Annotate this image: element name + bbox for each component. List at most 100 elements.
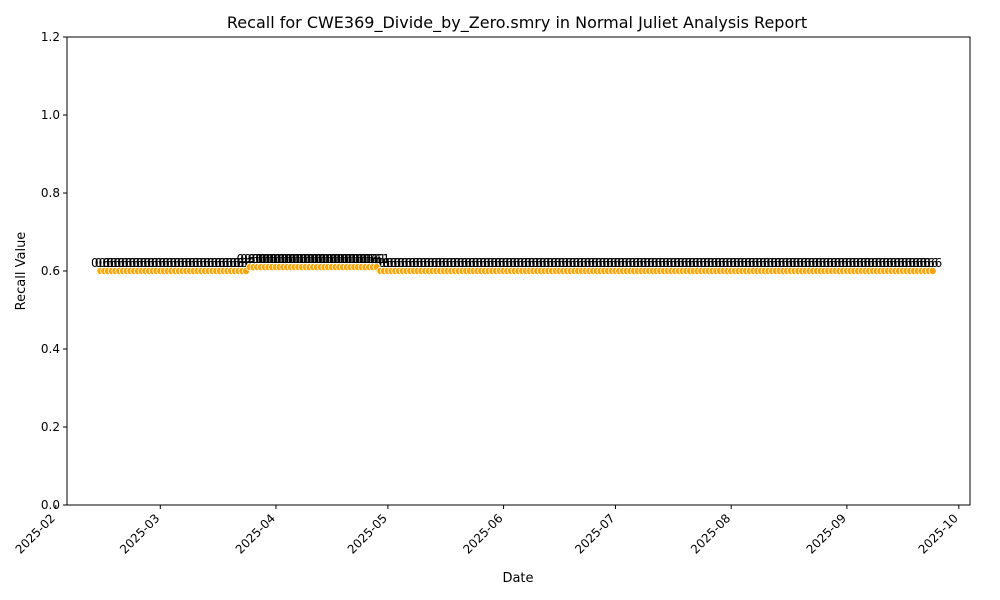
data-label: 0.6: [434, 256, 453, 270]
data-label: 0.6: [796, 256, 815, 270]
data-label: 0.61: [263, 252, 290, 266]
data-label: 0.61: [326, 252, 353, 266]
data-label: 0.6: [710, 256, 729, 270]
data-label: 0.61: [266, 252, 293, 266]
data-label: 0.6: [460, 256, 479, 270]
data-label: 0.6: [759, 256, 778, 270]
data-label: 0.6: [173, 256, 192, 270]
data-label: 0.6: [774, 256, 793, 270]
data-label: 0.6: [136, 256, 155, 270]
data-label: 0.6: [166, 256, 185, 270]
x-tick-label: 2025-07: [572, 511, 617, 556]
x-tick-label: 2025-05: [345, 511, 390, 556]
data-label: 0.6: [181, 256, 200, 270]
data-label: 0.6: [904, 256, 923, 270]
data-label: 0.6: [599, 256, 618, 270]
data-label: 0.6: [151, 256, 170, 270]
data-label: 0.61: [307, 252, 334, 266]
data-label: 0.6: [483, 256, 502, 270]
data-label: 0.6: [501, 256, 520, 270]
data-label: 0.6: [673, 256, 692, 270]
data-label: 0.6: [621, 256, 640, 270]
data-label: 0.6: [856, 256, 875, 270]
data-label: 0.61: [348, 252, 375, 266]
data-label: 0.6: [121, 256, 140, 270]
data-label: 0.6: [543, 256, 562, 270]
data-label: 0.6: [800, 256, 819, 270]
x-axis-label: Date: [502, 571, 533, 586]
data-label: 0.6: [587, 256, 606, 270]
x-tick-label: 2025-06: [460, 511, 505, 556]
data-label: 0.6: [113, 256, 132, 270]
data-label: 0.6: [106, 256, 125, 270]
data-label: 0.6: [584, 256, 603, 270]
y-tick-label: 0.0: [41, 498, 60, 512]
data-label: 0.6: [707, 256, 726, 270]
data-label: 0.6: [893, 256, 912, 270]
data-label: 0.6: [550, 256, 569, 270]
data-label: 0.6: [737, 256, 756, 270]
data-label: 0.6: [822, 256, 841, 270]
data-label: 0.6: [475, 256, 494, 270]
data-label: 0.6: [643, 256, 662, 270]
data-label: 0.61: [356, 252, 383, 266]
data-label: 0.6: [154, 256, 173, 270]
data-label: 0.6: [580, 256, 599, 270]
data-label: 0.6: [513, 256, 532, 270]
data-label: 0.6: [446, 256, 465, 270]
data-label: 0.61: [363, 252, 390, 266]
data-label: 0.6: [871, 256, 890, 270]
data-label: 0.6: [654, 256, 673, 270]
data-label: 0.6: [125, 256, 144, 270]
data-label: 0.6: [203, 256, 222, 270]
data-label: 0.6: [606, 256, 625, 270]
data-label: 0.6: [222, 256, 241, 270]
data-label: 0.6: [140, 256, 159, 270]
data-label: 0.6: [897, 256, 916, 270]
data-label: 0.61: [289, 252, 316, 266]
data-label: 0.6: [143, 256, 162, 270]
data-label: 0.6: [595, 256, 614, 270]
data-label: 0.6: [860, 256, 879, 270]
data-label: 0.6: [669, 256, 688, 270]
data-label: 0.6: [196, 256, 215, 270]
data-label: 0.6: [453, 256, 472, 270]
y-tick-label: 0.8: [41, 186, 60, 200]
data-label: 0.6: [890, 256, 909, 270]
data-label: 0.6: [729, 256, 748, 270]
data-label: 0.6: [755, 256, 774, 270]
data-label: 0.6: [505, 256, 524, 270]
data-label: 0.6: [404, 256, 423, 270]
data-label: 0.6: [834, 256, 853, 270]
data-label: 0.61: [333, 252, 360, 266]
data-label: 0.61: [251, 252, 278, 266]
data-label: 0.6: [162, 256, 181, 270]
data-label: 0.61: [304, 252, 331, 266]
data-label: 0.6: [740, 256, 759, 270]
data-label: 0.6: [210, 256, 229, 270]
data-label: 0.6: [177, 256, 196, 270]
data-label: 0.61: [352, 252, 379, 266]
data-label: 0.6: [472, 256, 491, 270]
data-label: 0.6: [431, 256, 450, 270]
data-label: 0.6: [528, 256, 547, 270]
data-label: 0.6: [875, 256, 894, 270]
data-label: 0.6: [789, 256, 808, 270]
data-label: 0.61: [315, 252, 342, 266]
data-label: 0.6: [625, 256, 644, 270]
data-label: 0.61: [255, 252, 282, 266]
data-label: 0.61: [319, 252, 346, 266]
data-label: 0.6: [416, 256, 435, 270]
data-label: 0.6: [778, 256, 797, 270]
data-label: 0.6: [725, 256, 744, 270]
data-label: 0.6: [751, 256, 770, 270]
data-label: 0.6: [498, 256, 517, 270]
data-label: 0.6: [494, 256, 513, 270]
data-label: 0.61: [337, 252, 364, 266]
data-label: 0.6: [218, 256, 237, 270]
data-label: 0.61: [248, 252, 275, 266]
data-label: 0.6: [554, 256, 573, 270]
data-label: 0.6: [169, 256, 188, 270]
data-label: 0.6: [188, 256, 207, 270]
data-label: 0.6: [886, 256, 905, 270]
